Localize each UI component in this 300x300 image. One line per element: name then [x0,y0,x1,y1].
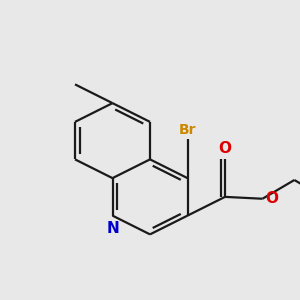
Text: O: O [218,141,232,156]
Text: Br: Br [179,123,196,137]
Text: N: N [106,221,119,236]
Text: O: O [266,191,278,206]
